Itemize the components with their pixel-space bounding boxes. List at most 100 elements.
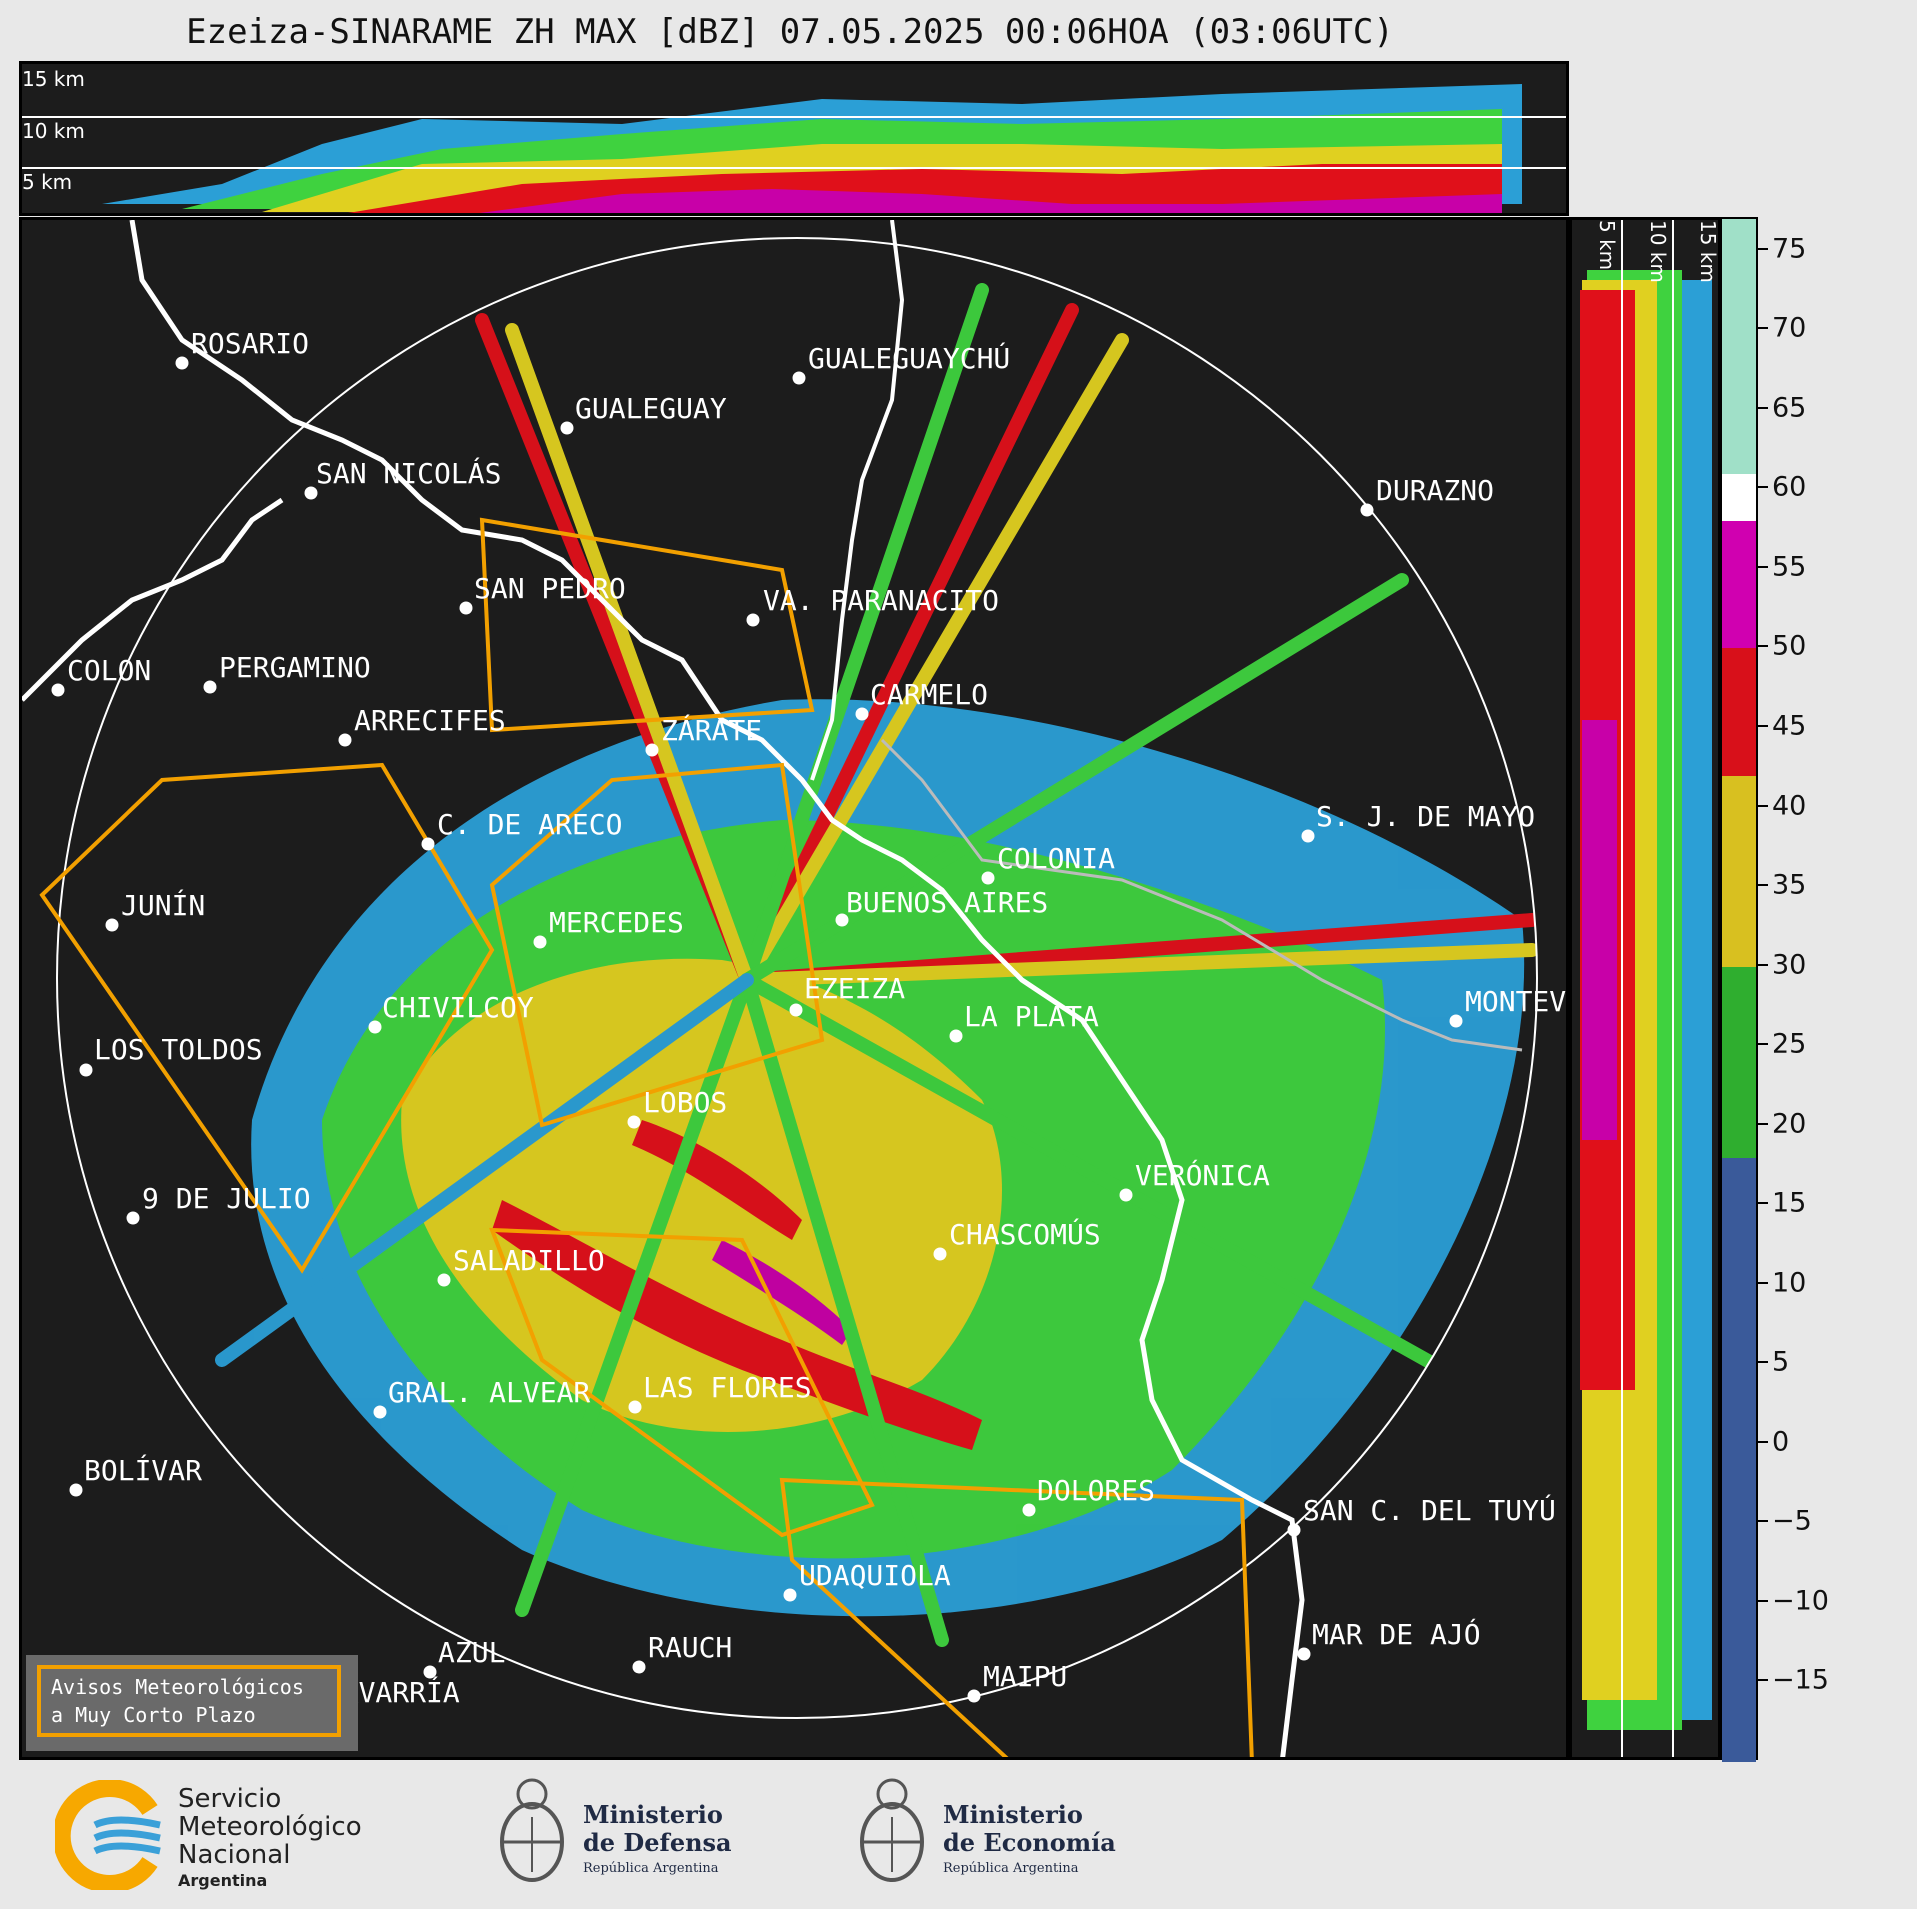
defensa-line3: República Argentina [583, 1861, 719, 1876]
colorbar-tick-label: 40 [1772, 790, 1807, 822]
colorbar-tick-label: 55 [1772, 551, 1807, 583]
city-label-maipu: MAIPU [983, 1660, 1068, 1693]
city-label-sj-de-mayo: S. J. DE MAYO [1316, 800, 1536, 833]
top-cross-section-panel: 15 km 10 km 5 km [19, 61, 1569, 216]
colorbar-tick-label: 35 [1772, 869, 1807, 901]
colorbar-tick-label: 70 [1772, 312, 1807, 344]
colorbar-tick [1758, 645, 1768, 648]
colorbar-band [1722, 473, 1756, 522]
economia-line2: de Economía [943, 1828, 1116, 1857]
colorbar-tick-label: 5 [1772, 1346, 1790, 1378]
city-dot-la-plata [949, 1029, 963, 1043]
economia-line3: República Argentina [943, 1861, 1079, 1876]
city-dot-veronica [1119, 1188, 1133, 1202]
right-cross-section-echo [1580, 270, 1712, 1730]
city-dot-junin [105, 918, 119, 932]
city-dot-san-pedro [459, 601, 473, 615]
city-label-la-plata: LA PLATA [964, 1000, 1099, 1033]
colorbar-tick [1758, 1122, 1768, 1125]
defensa-line2: de Defensa [583, 1828, 732, 1857]
colorbar-tick [1758, 1599, 1768, 1602]
colorbar-tick [1758, 1679, 1768, 1682]
city-label-carmelo: CARMELO [870, 678, 989, 711]
colorbar-tick-label: 50 [1772, 630, 1807, 662]
colorbar-tick [1758, 1202, 1768, 1205]
colorbar-tick-label: −10 [1772, 1585, 1829, 1617]
city-dot-gral-alvear [373, 1405, 387, 1419]
city-dot-rosario [175, 356, 189, 370]
city-label-9-de-julio: 9 DE JULIO [142, 1182, 311, 1215]
colorbar-tick [1758, 1281, 1768, 1284]
colorbar-tick-label: 15 [1772, 1187, 1807, 1219]
city-dot-mercedes [533, 935, 547, 949]
city-label-c-de-areco: C. DE ARECO [437, 808, 623, 841]
city-dot-dolores [1022, 1503, 1036, 1517]
city-dot-colon [51, 683, 65, 697]
altitude-label-10km: 10 km [22, 119, 85, 143]
city-label-ezeiza: EZEIZA [804, 972, 906, 1005]
city-dot-las-flores [628, 1400, 642, 1414]
city-dot-bolivar [69, 1483, 83, 1497]
economia-line1: Ministerio [943, 1800, 1083, 1829]
city-label-mercedes: MERCEDES [549, 906, 684, 939]
page-title: Ezeiza-SINARAME ZH MAX [dBZ] 07.05.2025 … [186, 12, 1394, 52]
city-label-montevideo: MONTEVIDEO [1465, 985, 1567, 1018]
city-label-los-toldos: LOS TOLDOS [94, 1033, 263, 1066]
city-dot-saladillo [437, 1273, 451, 1287]
city-label-buenos-aires: BUENOS AIRES [846, 886, 1049, 919]
smn-logo-icon [55, 1780, 161, 1890]
city-label-zarate: ZÁRATE [661, 714, 763, 747]
radar-echo-layer [22, 220, 1538, 1757]
city-label-san-nicolas: SAN NICOLÁS [316, 457, 502, 490]
city-label-rosario: ROSARIO [191, 327, 310, 360]
city-dot-mar-de-ajo [1297, 1647, 1311, 1661]
city-dot-gualeguay [560, 421, 574, 435]
colorbar-tick-label: 0 [1772, 1426, 1790, 1458]
city-label-las-flores: LAS FLORES [643, 1371, 812, 1404]
colorbar-tick [1758, 1520, 1768, 1523]
city-dot-carmelo [855, 707, 869, 721]
city-dot-chivilcoy [368, 1020, 382, 1034]
city-dot-maipu [967, 1689, 981, 1703]
colorbar-tick-label: 30 [1772, 949, 1807, 981]
economia-logo: Ministerio de Economía República Argenti… [855, 1772, 1125, 1897]
colorbar-band [1722, 648, 1756, 776]
radar-map[interactable]: ROSARIO GUALEGUAYCHÚ GUALEGUAY SAN NICOL… [19, 217, 1569, 1760]
right-altitude-label-10km: 10 km [1646, 220, 1670, 283]
city-dot-san-c-del-tuyu [1287, 1523, 1301, 1537]
colorbar-tick [1758, 565, 1768, 568]
warning-legend-line1: Avisos Meteorológicos [51, 1675, 304, 1699]
smn-line2: Meteorológico [178, 1812, 362, 1842]
right-cross-section-panel: 5 km 10 km 15 km [1569, 217, 1721, 1760]
city-label-va-paranacito: VA. PARANACITO [763, 584, 1000, 617]
coat-of-arms-icon [500, 1778, 564, 1882]
city-label-gualeguay: GUALEGUAY [575, 392, 727, 425]
city-label-dolores: DOLORES [1037, 1474, 1156, 1507]
colorbar-tick-label: 65 [1772, 392, 1807, 424]
city-label-san-c-del-tuyu: SAN C. DEL TUYÚ [1303, 1494, 1556, 1527]
city-dot-montevideo [1449, 1014, 1463, 1028]
city-dot-buenos-aires [835, 913, 849, 927]
city-label-lobos: LOBOS [643, 1086, 728, 1119]
city-label-bolivar: BOLÍVAR [84, 1454, 203, 1487]
smn-line1: Servicio [178, 1784, 282, 1814]
colorbar-tick [1758, 725, 1768, 728]
smn-line3: Nacional [178, 1840, 291, 1870]
colorbar-tick [1758, 486, 1768, 489]
city-dot-zarate [645, 743, 659, 757]
city-label-chivilcoy: CHIVILCOY [382, 991, 534, 1024]
city-label-gral-alvear: GRAL. ALVEAR [388, 1376, 591, 1409]
city-dot-los-toldos [79, 1063, 93, 1077]
right-altitude-label-5km: 5 km [1595, 220, 1619, 271]
city-dot-azul [423, 1665, 437, 1679]
city-dot-9-de-julio [126, 1211, 140, 1225]
city-label-junin: JUNÍN [121, 889, 206, 922]
city-label-durazno: DURAZNO [1376, 474, 1495, 507]
city-label-mar-de-ajo: MAR DE AJÓ [1312, 1618, 1481, 1651]
city-dot-ezeiza [789, 1003, 803, 1017]
city-label-azul: AZUL [438, 1636, 506, 1669]
colorbar-band [1722, 775, 1756, 967]
right-altitude-label-15km: 15 km [1696, 220, 1720, 283]
city-dot-arrecifes [338, 733, 352, 747]
colorbar-tick [1758, 1361, 1768, 1364]
